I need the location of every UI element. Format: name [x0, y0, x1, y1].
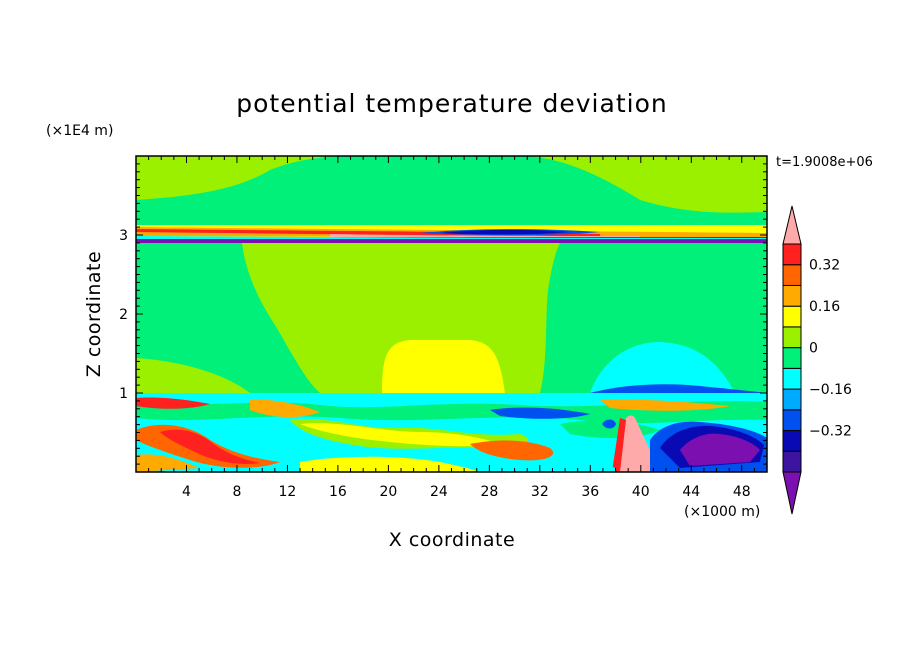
upper-cyan-region [136, 156, 767, 225]
bl-pink-plume [618, 415, 660, 472]
x-tick-label: 4 [182, 484, 191, 500]
colorbar-max-triangle [782, 205, 802, 245]
x-tick-label: 44 [682, 484, 700, 500]
colorbar-segment [782, 305, 802, 328]
colorbar-min-triangle [782, 471, 802, 515]
x-axis-label: X coordinate [389, 529, 515, 551]
bl-red-plume-edge [612, 418, 626, 472]
y-tick-label: 3 [119, 228, 128, 244]
y-tick-label: 2 [119, 307, 128, 323]
colorbar-segment [782, 326, 802, 349]
contour-field [136, 156, 767, 472]
mid-yellow-bubble [382, 340, 505, 393]
x-axis-unit: (×1000 m) [684, 504, 760, 520]
bl-orange-left-3 [136, 454, 200, 472]
bl-blue-dot [602, 419, 616, 429]
colorbar-label: −0.16 [809, 382, 852, 398]
colorbar-segment [782, 243, 802, 266]
mid-yellow-green-region [136, 358, 250, 393]
bl-red-upper-left [136, 397, 210, 409]
bl-orange-right [600, 399, 730, 411]
colorbar-segment [782, 367, 802, 390]
y-axis-unit: (×1E4 m) [46, 123, 113, 139]
colorbar-segment [782, 430, 802, 452]
x-axis: 4 8 12 16 20 24 28 32 36 40 44 48 [148, 156, 755, 500]
x-tick-label: 48 [733, 484, 751, 500]
bl-orange-center [470, 440, 554, 461]
colorbar-label: 0.16 [809, 299, 840, 315]
bl-blue-swirl [490, 407, 590, 419]
colorbar-segment [782, 264, 802, 286]
x-tick-label: 32 [531, 484, 549, 500]
time-label: t=1.9008e+06 [776, 155, 873, 170]
y-axis-label: Z coordinate [83, 251, 105, 377]
colorbar-label: −0.32 [809, 424, 852, 440]
bl-red-left-2 [160, 429, 260, 464]
bl-yellow-core [300, 423, 500, 447]
colorbar-segment [782, 284, 802, 307]
x-tick-label: 28 [480, 484, 498, 500]
x-tick-label: 36 [581, 484, 599, 500]
mid-cyan-blob [590, 342, 735, 393]
x-tick-label: 8 [232, 484, 241, 500]
mid-right-green-region [540, 243, 767, 393]
mid-left-green-region [136, 243, 320, 393]
y-tick-label: 1 [119, 386, 128, 402]
colorbar-segment [782, 388, 802, 411]
tropopause-dark-patch [440, 229, 570, 235]
chart-title: potential temperature deviation [236, 89, 667, 118]
bl-yellow-bottom [300, 456, 480, 472]
colorbar-segment [782, 409, 802, 432]
colorbar-segment [782, 347, 802, 369]
x-tick-label: 16 [329, 484, 347, 500]
y-axis: 1 2 3 [119, 163, 767, 465]
x-tick-label: 40 [632, 484, 650, 500]
colorbar-label: 0.32 [809, 258, 840, 274]
x-tick-label: 20 [379, 484, 397, 500]
bl-orange-mid [250, 399, 320, 418]
x-tick-label: 12 [279, 484, 297, 500]
colorbar-label: 0 [809, 341, 818, 357]
bl-purple-core [680, 433, 760, 466]
x-tick-label: 24 [430, 484, 448, 500]
mid-blue-streak [590, 384, 767, 393]
colorbar-segment [782, 450, 802, 473]
colorbar: 0.32 0.16 0 −0.16 −0.32 [782, 205, 852, 515]
tropopause-cyan-line [136, 236, 767, 239]
bl-cyan-bottom [540, 460, 615, 472]
